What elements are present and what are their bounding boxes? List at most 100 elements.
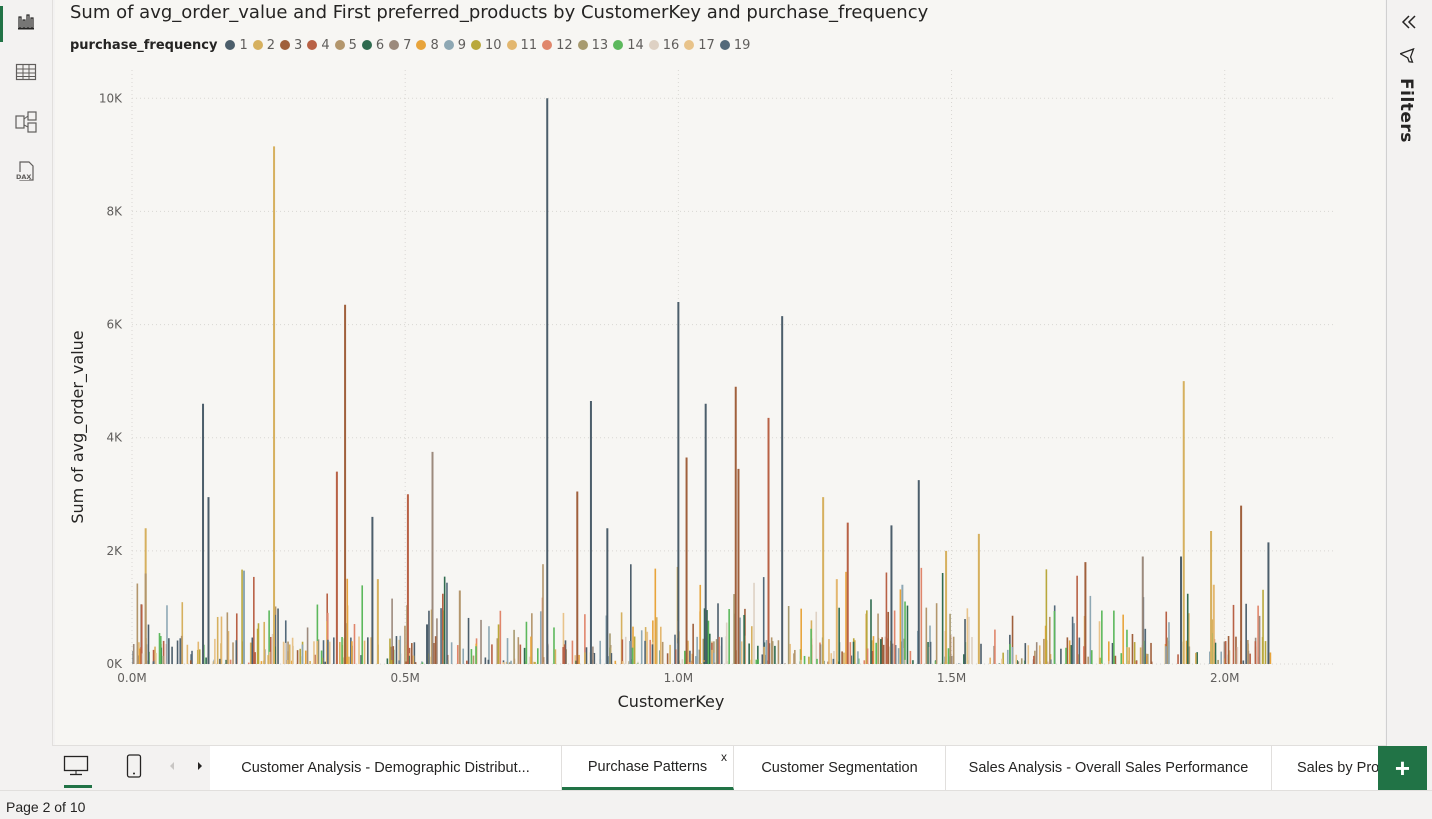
legend-label: 11: [520, 37, 538, 53]
layout-active-indicator: [64, 785, 92, 788]
y-tick-label: 2K: [106, 544, 123, 558]
dax-icon: DAX: [14, 160, 38, 189]
desktop-monitor-icon: [63, 755, 89, 782]
legend-marker: [443, 40, 454, 50]
legend-marker: [389, 40, 400, 50]
legend-marker: [225, 40, 236, 50]
legend-label: 4: [321, 37, 330, 53]
legend-marker: [361, 40, 372, 50]
legend-item[interactable]: 2: [252, 38, 275, 53]
legend-item[interactable]: 9: [443, 37, 466, 53]
legend-item[interactable]: 11: [506, 37, 538, 53]
chart-title: Sum of avg_order_value and First preferr…: [70, 2, 929, 23]
page-tab[interactable]: Sales Analysis - Overall Sales Performan…: [946, 746, 1272, 790]
left-view-rail: DAX: [0, 0, 53, 790]
legend-item[interactable]: 12: [542, 38, 573, 53]
legend-label: 12: [556, 37, 573, 53]
page-tab-label: Customer Segmentation: [761, 760, 918, 776]
legend-marker: [613, 40, 624, 50]
legend-marker: [542, 40, 553, 50]
legend-item[interactable]: 10: [471, 38, 502, 53]
table-view-icon: [15, 62, 37, 87]
legend-item[interactable]: 7: [389, 38, 411, 53]
mobile-layout-button[interactable]: [122, 753, 146, 783]
legend-marker: [334, 40, 345, 50]
legend-marker: [280, 40, 291, 50]
chevron-right-icon: [195, 759, 205, 777]
close-tab-icon[interactable]: x: [721, 750, 727, 764]
legend-label: 16: [662, 37, 680, 53]
mobile-phone-icon: [126, 753, 142, 783]
legend-item[interactable]: 19: [719, 37, 751, 53]
y-tick-label: 0K: [106, 657, 123, 671]
scroll-tabs-left-button[interactable]: [160, 756, 184, 780]
legend-item[interactable]: 3: [280, 38, 302, 53]
collapse-pane-icon[interactable]: [1399, 12, 1419, 37]
page-tab[interactable]: Customer Analysis - Demographic Distribu…: [210, 746, 562, 790]
legend-marker: [648, 40, 659, 50]
x-axis-title: CustomerKey: [618, 692, 725, 710]
legend-label: 17: [698, 37, 715, 53]
desktop-layout-button[interactable]: [63, 755, 89, 782]
svg-text:DAX: DAX: [16, 173, 31, 181]
bar-chart[interactable]: 0K 2K 4K 6K 8K 10K 0.0M 0.5M 1.0M 1.5M 2.0M Custome…: [55, 60, 1385, 710]
y-tick-label: 4K: [106, 431, 123, 445]
report-view-icon: [16, 12, 36, 37]
page-tab-bar: Customer Analysis - Demographic Distribu…: [52, 745, 1393, 791]
legend-marker: [416, 40, 427, 50]
legend-item[interactable]: 4: [307, 37, 330, 53]
model-view-icon: [14, 110, 38, 138]
dax-query-view-button[interactable]: DAX: [0, 152, 52, 196]
legend-label: 19: [733, 37, 751, 53]
chart-legend: purchase_frequency 1 2 3 4 5 6 7 8 9 10 11 12 13 14 16…: [70, 36, 755, 54]
legend-item[interactable]: 5: [334, 37, 357, 53]
page-tab[interactable]: Customer Segmentation: [734, 746, 946, 790]
legend-item[interactable]: 16: [648, 37, 680, 53]
filter-funnel-icon: [1398, 47, 1418, 71]
legend-item[interactable]: 6: [361, 37, 385, 53]
legend-marker: [506, 40, 517, 50]
legend-label: 1: [239, 37, 248, 53]
legend-marker: [719, 40, 730, 50]
report-canvas: [55, 0, 1385, 745]
legend-label: 6: [375, 37, 385, 53]
page-tab-label: Customer Analysis - Demographic Distribu…: [241, 760, 530, 776]
filters-label[interactable]: Filters: [1396, 78, 1416, 143]
report-view-button[interactable]: [0, 2, 52, 46]
legend-item[interactable]: 13: [577, 38, 608, 53]
scroll-tabs-right-button[interactable]: [188, 756, 212, 780]
model-view-button[interactable]: [0, 102, 52, 146]
legend-label: 9: [457, 37, 466, 53]
y-tick-label: 6K: [106, 318, 123, 332]
legend-item[interactable]: 8: [416, 37, 439, 53]
legend-marker: [577, 40, 588, 50]
status-bar: Page 2 of 10: [0, 790, 1432, 819]
page-tab[interactable]: Purchase Patterns x: [562, 746, 734, 790]
chevron-left-icon: [167, 759, 177, 777]
x-tick-label: 1.5M: [937, 671, 966, 685]
filters-pane[interactable]: [1386, 0, 1432, 790]
x-tick-label: 2.0M: [1210, 671, 1239, 685]
add-page-button[interactable]: +: [1378, 746, 1427, 790]
table-view-button[interactable]: [0, 52, 52, 96]
legend-marker: [684, 40, 695, 50]
page-tab-label: Purchase Patterns: [587, 758, 708, 775]
legend-label: 5: [348, 37, 357, 53]
x-tick-label: 0.5M: [390, 671, 419, 685]
page-tab[interactable]: Sales by Pro: [1272, 746, 1393, 790]
legend-label: 3: [294, 37, 303, 53]
y-tick-label: 8K: [106, 204, 123, 218]
legend-label: 14: [627, 37, 644, 53]
legend-label: 8: [430, 37, 439, 53]
legend-marker: [471, 40, 481, 50]
page-tab-label: Sales Analysis - Overall Sales Performan…: [968, 760, 1249, 776]
legend-item[interactable]: 1: [225, 37, 248, 53]
x-tick-label: 0.0M: [117, 671, 146, 685]
y-axis-title: Sum of avg_order_value: [68, 330, 88, 523]
legend-marker: [307, 40, 318, 50]
x-tick-label: 1.0M: [664, 671, 693, 685]
legend-item[interactable]: 14: [613, 38, 644, 53]
legend-item[interactable]: 17: [684, 38, 715, 53]
legend-label: 7: [403, 37, 412, 53]
page-count-label: Page 2 of 10: [6, 799, 86, 815]
